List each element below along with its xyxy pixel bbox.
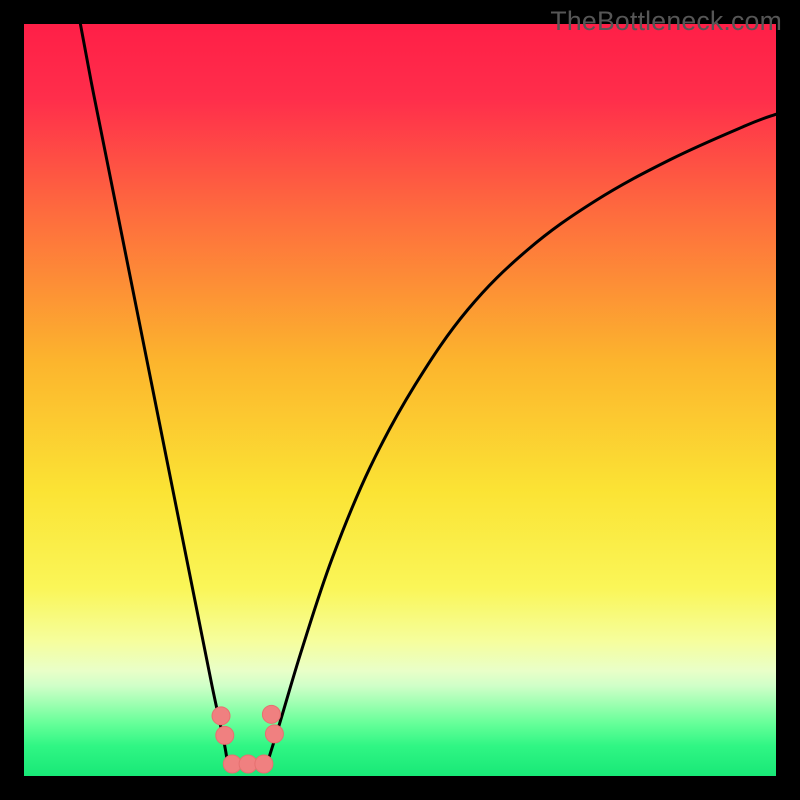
- marker-dot: [216, 726, 234, 744]
- plot-area: [24, 24, 776, 776]
- watermark-text: TheBottleneck.com: [550, 6, 782, 37]
- marker-dot: [212, 707, 230, 725]
- marker-dot: [262, 705, 280, 723]
- chart-frame: TheBottleneck.com: [0, 0, 800, 800]
- watermark-label: TheBottleneck.com: [550, 6, 782, 36]
- marker-dot: [265, 725, 283, 743]
- marker-dot: [255, 755, 273, 773]
- curve-markers: [24, 24, 776, 776]
